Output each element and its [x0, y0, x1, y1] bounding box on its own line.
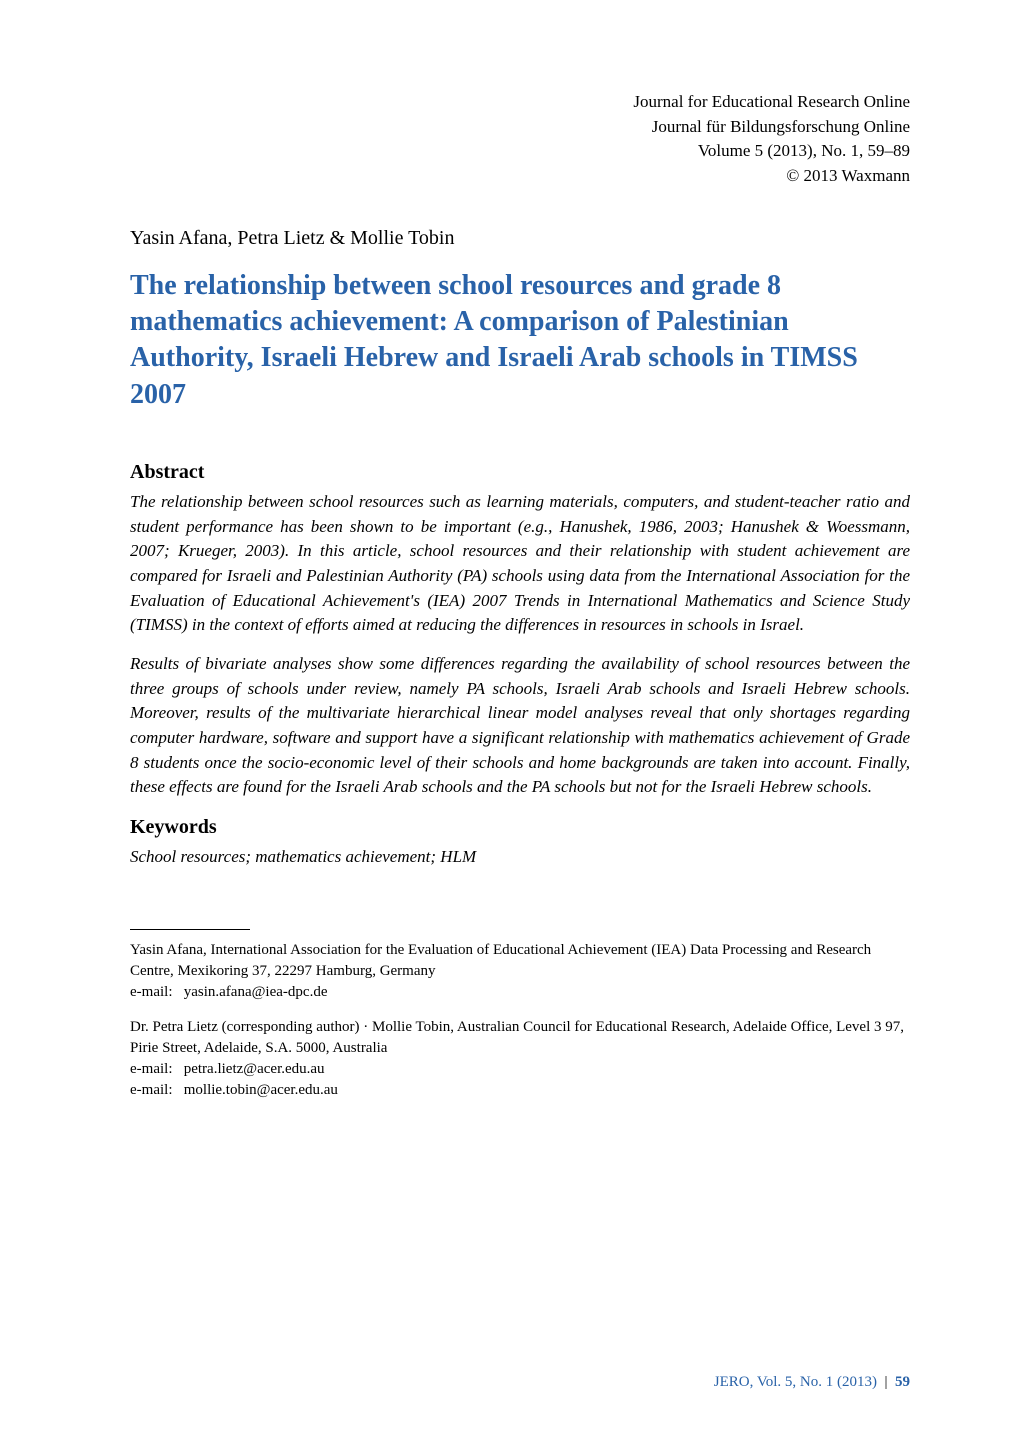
journal-title-en: Journal for Educational Research Online: [130, 90, 910, 115]
authors-line: Yasin Afana, Petra Lietz & Mollie Tobin: [130, 227, 910, 250]
footer-separator: |: [884, 1374, 887, 1390]
keywords-heading: Keywords: [130, 816, 910, 839]
page-footer: JERO, Vol. 5, No. 1 (2013) | 59: [714, 1374, 910, 1391]
email-label: e-mail:: [130, 1082, 172, 1098]
abstract-paragraph-1: The relationship between school resource…: [130, 490, 910, 638]
email-label: e-mail:: [130, 1061, 172, 1077]
footer-journal-ref: JERO, Vol. 5, No. 1 (2013): [714, 1374, 877, 1390]
footnote-affiliation-1: Yasin Afana, International Association f…: [130, 940, 910, 982]
email-address: mollie.tobin@acer.edu.au: [184, 1082, 338, 1098]
footnote-email-2b: e-mail: mollie.tobin@acer.edu.au: [130, 1080, 910, 1101]
footnote-author-2: Dr. Petra Lietz (corresponding author) ·…: [130, 1017, 910, 1101]
journal-volume: Volume 5 (2013), No. 1, 59–89: [130, 139, 910, 164]
keywords-section: Keywords School resources; mathematics a…: [130, 816, 910, 870]
footnote-affiliation-2: Dr. Petra Lietz (corresponding author) ·…: [130, 1017, 910, 1059]
email-address: yasin.afana@iea-dpc.de: [184, 984, 328, 1000]
email-label: e-mail:: [130, 984, 172, 1000]
footer-page-number: 59: [895, 1374, 910, 1390]
footnote-separator: [130, 929, 250, 930]
footnote-email-1: e-mail: yasin.afana@iea-dpc.de: [130, 982, 910, 1003]
footnote-email-2a: e-mail: petra.lietz@acer.edu.au: [130, 1059, 910, 1080]
abstract-paragraph-2: Results of bivariate analyses show some …: [130, 652, 910, 800]
page-container: Journal for Educational Research Online …: [0, 0, 1020, 1439]
journal-title-de: Journal für Bildungsforschung Online: [130, 115, 910, 140]
footnote-author-1: Yasin Afana, International Association f…: [130, 940, 910, 1003]
article-title: The relationship between school resource…: [130, 268, 910, 414]
keywords-text: School resources; mathematics achievemen…: [130, 845, 910, 870]
journal-copyright: © 2013 Waxmann: [130, 164, 910, 189]
abstract-section: Abstract The relationship between school…: [130, 461, 910, 800]
journal-info-block: Journal for Educational Research Online …: [130, 90, 910, 189]
abstract-heading: Abstract: [130, 461, 910, 484]
email-address: petra.lietz@acer.edu.au: [184, 1061, 325, 1077]
